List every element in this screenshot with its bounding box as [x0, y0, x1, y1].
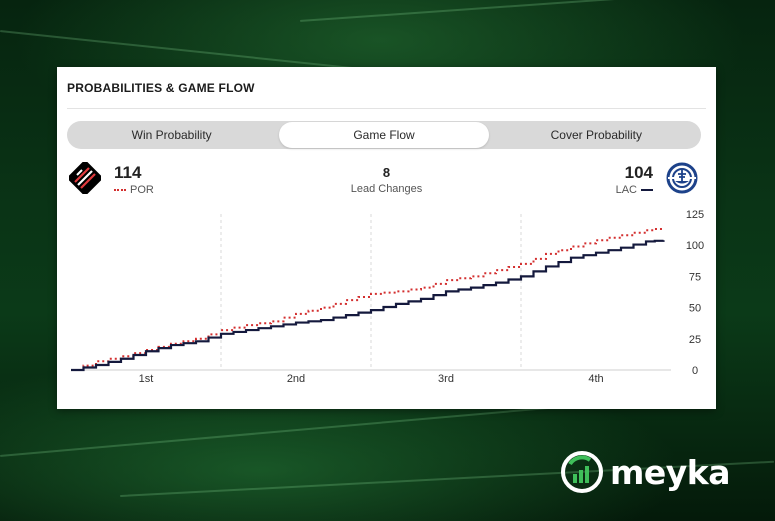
game-flow-chart: 0 25 50 75 100 125 1st 2nd 3rd 4th	[71, 209, 704, 382]
away-team-abbr: LAC	[615, 184, 637, 196]
away-score: 104	[624, 163, 653, 182]
x-tick-label: 2nd	[287, 373, 305, 382]
card-title: PROBABILITIES & GAME FLOW	[67, 81, 255, 95]
x-tick-label: 4th	[588, 373, 603, 382]
meyka-watermark: meyka	[560, 450, 731, 494]
chart-grid	[71, 214, 671, 371]
home-score: 114	[114, 163, 142, 182]
background-streak	[0, 406, 558, 457]
title-divider	[67, 108, 706, 109]
tab-win-probability[interactable]: Win Probability	[131, 128, 212, 142]
tab-bar: Win Probability Game Flow Cover Probabil…	[67, 121, 701, 149]
home-team-legend: POR	[114, 184, 154, 196]
x-tick-label: 1st	[139, 373, 154, 382]
tab-game-flow[interactable]: Game Flow	[279, 122, 489, 148]
away-team-legend: LAC	[608, 184, 653, 196]
y-tick-label: 25	[689, 334, 701, 346]
home-team-abbr: POR	[130, 184, 154, 196]
lead-changes-count: 8	[382, 165, 391, 180]
x-axis: 1st 2nd 3rd 4th	[139, 373, 604, 382]
series-line-por	[71, 227, 665, 371]
watermark-text: meyka	[610, 452, 731, 492]
y-tick-label: 100	[686, 240, 704, 252]
chart-series	[71, 227, 665, 372]
y-tick-label: 125	[686, 209, 704, 221]
trail-blazers-pinwheel-icon	[69, 162, 101, 194]
y-tick-label: 75	[689, 271, 701, 283]
lead-changes-label: Lead Changes	[350, 183, 423, 195]
y-axis: 0 25 50 75 100 125	[686, 209, 704, 377]
game-flow-card: PROBABILITIES & GAME FLOW Win Probabilit…	[57, 67, 716, 409]
meyka-logo-icon	[561, 451, 603, 493]
x-tick-label: 3rd	[438, 373, 454, 382]
clippers-ship-icon	[666, 162, 698, 194]
y-tick-label: 50	[689, 303, 701, 315]
tab-cover-probability[interactable]: Cover Probability	[550, 128, 642, 142]
background-streak	[299, 0, 774, 22]
y-tick-label: 0	[692, 365, 698, 377]
series-line-lac	[71, 239, 665, 372]
home-legend-swatch	[114, 189, 126, 192]
away-legend-swatch	[641, 189, 653, 192]
